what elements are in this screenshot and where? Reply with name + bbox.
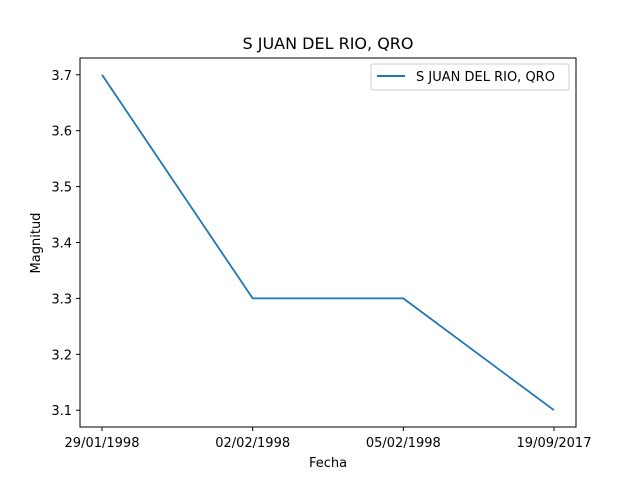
x-axis: 29/01/1998 02/02/1998 05/02/1998 19/09/2017 bbox=[65, 427, 592, 451]
x-tick-label: 05/02/1998 bbox=[366, 436, 441, 451]
x-tick-label: 02/02/1998 bbox=[215, 436, 290, 451]
y-tick-label: 3.4 bbox=[51, 237, 72, 252]
legend: S JUAN DEL RIO, QRO bbox=[370, 63, 570, 91]
y-tick-label: 3.2 bbox=[51, 348, 72, 363]
y-tick-label: 3.3 bbox=[51, 292, 72, 307]
y-axis-title: Magnitud bbox=[29, 213, 44, 274]
y-tick-label: 3.7 bbox=[51, 69, 72, 84]
x-tick-label: 29/01/1998 bbox=[65, 436, 140, 451]
y-tick-label: 3.6 bbox=[51, 125, 72, 140]
x-axis-title: Fecha bbox=[309, 456, 347, 471]
legend-box bbox=[370, 63, 570, 91]
y-tick-label: 3.1 bbox=[51, 404, 72, 419]
plot-area-frame bbox=[79, 57, 577, 428]
x-tick-label: 19/09/2017 bbox=[517, 436, 592, 451]
legend-label: S JUAN DEL RIO, QRO bbox=[416, 70, 555, 85]
y-axis: 3.1 3.2 3.3 3.4 3.5 3.6 3.7 bbox=[51, 69, 80, 419]
series-layer bbox=[101, 74, 555, 411]
chart-title: S JUAN DEL RIO, QRO bbox=[242, 34, 413, 53]
y-tick-label: 3.5 bbox=[51, 181, 72, 196]
series-line bbox=[101, 74, 555, 411]
